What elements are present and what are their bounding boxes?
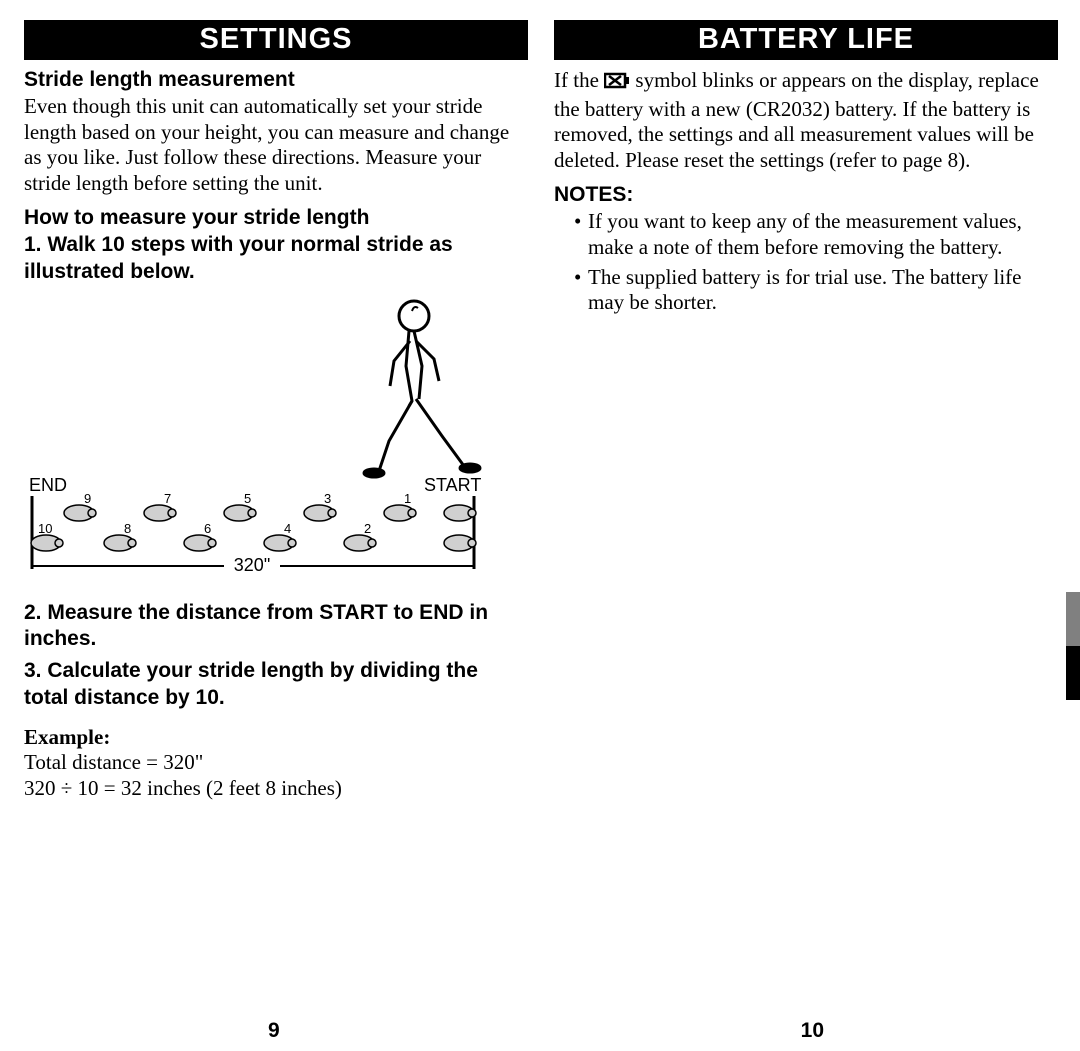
page-number-left: 9 [268, 1019, 280, 1043]
stride-diagram-svg: END START 320" [24, 291, 504, 581]
example-label: Example: [24, 725, 528, 750]
section-tabs [1066, 592, 1080, 700]
battery-paragraph: If the symbol blinks or appears on the d… [554, 68, 1058, 173]
step-3: 3. Calculate your stride length by divid… [24, 658, 528, 711]
tab-2 [1066, 610, 1080, 628]
example-line-1: Total distance = 320" [24, 750, 528, 776]
stride-diagram: END START 320" [24, 291, 528, 586]
start-label: START [424, 475, 481, 495]
tab-6 [1066, 682, 1080, 700]
stride-subheading: Stride length measurement [24, 68, 528, 92]
svg-text:6: 6 [204, 521, 211, 536]
svg-text:8: 8 [124, 521, 131, 536]
note-item-2: The supplied battery is for trial use. T… [574, 265, 1058, 316]
page-container: SETTINGS Stride length measurement Even … [0, 0, 1080, 811]
svg-text:2: 2 [364, 521, 371, 536]
svg-text:10: 10 [38, 521, 52, 536]
svg-text:3: 3 [324, 491, 331, 506]
notes-list: If you want to keep any of the measureme… [554, 209, 1058, 315]
step-1: 1. Walk 10 steps with your normal stride… [24, 232, 528, 285]
howto-subheading: How to measure your stride length [24, 206, 528, 230]
left-column: SETTINGS Stride length measurement Even … [24, 20, 528, 811]
settings-header: SETTINGS [24, 20, 528, 60]
low-battery-icon [604, 70, 630, 97]
battery-para-pre: If the [554, 68, 604, 92]
tab-3 [1066, 628, 1080, 646]
note-item-1: If you want to keep any of the measureme… [574, 209, 1058, 260]
tab-4 [1066, 646, 1080, 664]
distance-label: 320" [234, 555, 270, 575]
svg-text:1: 1 [404, 491, 411, 506]
battery-header: BATTERY LIFE [554, 20, 1058, 60]
right-column: BATTERY LIFE If the symbol blinks or app… [554, 20, 1058, 811]
step-2: 2. Measure the distance from START to EN… [24, 600, 528, 653]
tab-5 [1066, 664, 1080, 682]
svg-text:5: 5 [244, 491, 251, 506]
end-label: END [29, 475, 67, 495]
svg-text:4: 4 [284, 521, 291, 536]
notes-label: NOTES: [554, 183, 1058, 207]
svg-text:9: 9 [84, 491, 91, 506]
stride-paragraph: Even though this unit can automatically … [24, 94, 528, 196]
svg-text:7: 7 [164, 491, 171, 506]
tab-1 [1066, 592, 1080, 610]
example-line-2: 320 ÷ 10 = 32 inches (2 feet 8 inches) [24, 776, 528, 802]
page-number-right: 10 [801, 1019, 824, 1043]
walking-figure-icon [364, 301, 480, 477]
